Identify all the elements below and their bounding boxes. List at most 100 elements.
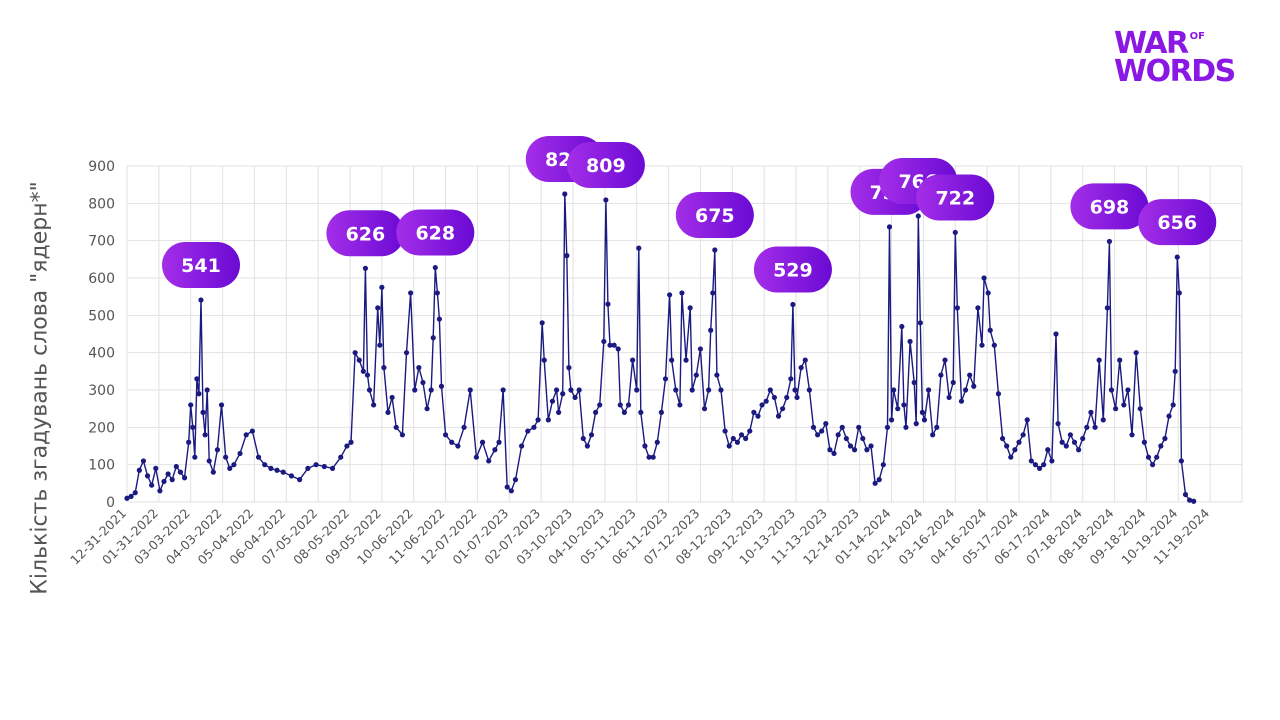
data-point (611, 342, 617, 348)
data-point (377, 342, 383, 348)
data-point (305, 465, 311, 471)
data-point (432, 264, 438, 271)
data-point (364, 372, 371, 378)
data-point (313, 462, 319, 468)
data-point (625, 402, 632, 408)
data-point (642, 443, 648, 449)
data-point (771, 394, 778, 401)
data-point (718, 387, 724, 393)
data-point (280, 469, 286, 475)
data-point (1024, 417, 1030, 423)
data-point (206, 458, 212, 464)
data-point (798, 365, 804, 371)
data-point (436, 316, 443, 322)
data-point (1141, 439, 1147, 445)
data-point (995, 391, 1002, 397)
data-point (430, 335, 436, 341)
data-point (508, 488, 514, 494)
peak-bubble (326, 210, 405, 257)
data-point (726, 443, 732, 449)
data-point (1133, 350, 1139, 356)
peak-bubble (916, 174, 995, 221)
peak-labels: 541626628825809675529737766722698656 (161, 136, 1217, 293)
data-point (356, 357, 362, 363)
data-point (950, 379, 956, 386)
data-point (200, 409, 206, 415)
peak-bubble (753, 246, 832, 293)
data-point (556, 409, 562, 415)
data-point (810, 424, 817, 430)
data-point (946, 394, 952, 401)
data-point (473, 454, 480, 460)
data-point (553, 387, 560, 393)
data-point (884, 424, 891, 430)
data-point (424, 406, 430, 412)
data-point (597, 402, 603, 408)
data-point (767, 387, 773, 393)
data-point (562, 191, 568, 197)
data-point (412, 387, 418, 393)
data-point (987, 327, 993, 333)
data-point (967, 372, 973, 378)
data-point (461, 424, 467, 430)
data-point (1121, 402, 1127, 408)
data-point (1178, 458, 1184, 464)
data-point (403, 350, 410, 356)
data-point (1158, 443, 1164, 449)
data-point (958, 398, 965, 404)
data-point (124, 495, 130, 501)
data-point (1076, 447, 1082, 453)
data-point (1186, 497, 1193, 503)
data-point (568, 387, 574, 393)
data-point (196, 391, 202, 397)
data-point (362, 265, 369, 271)
data-point (666, 292, 673, 298)
data-point (662, 376, 669, 382)
data-point (784, 394, 790, 401)
data-point (535, 417, 541, 423)
data-point (584, 443, 590, 449)
data-point (1104, 305, 1110, 311)
data-point (1092, 424, 1098, 430)
peak-bubble (1138, 199, 1217, 246)
data-point (128, 493, 134, 499)
series-group (124, 191, 1197, 504)
data-point (399, 432, 406, 438)
data-point (925, 387, 932, 393)
data-point (496, 439, 502, 445)
data-point (492, 447, 498, 453)
data-point (712, 247, 718, 253)
peak-label: 809 (586, 155, 626, 177)
data-point (500, 387, 506, 393)
data-point (679, 290, 685, 296)
data-point (1170, 402, 1176, 408)
data-point (903, 424, 909, 430)
data-point (1049, 458, 1055, 464)
data-point (549, 398, 556, 404)
data-point (708, 327, 714, 333)
data-point (181, 475, 188, 481)
data-point (938, 372, 944, 378)
data-point (541, 357, 547, 363)
data-point (788, 376, 794, 382)
data-point (738, 432, 745, 438)
data-point (442, 432, 449, 438)
data-point (576, 387, 582, 393)
data-point (136, 467, 142, 473)
peak-label: 698 (1090, 196, 1130, 218)
data-point (385, 409, 391, 415)
y-tick-label: 500 (88, 308, 115, 324)
data-point (588, 432, 595, 438)
data-point (393, 424, 399, 430)
data-point (210, 469, 216, 475)
data-point (975, 305, 981, 311)
data-point (449, 439, 455, 445)
data-point (366, 387, 373, 393)
data-point (981, 275, 987, 281)
data-point (915, 213, 921, 219)
data-point (262, 462, 268, 468)
data-point (775, 413, 782, 419)
data-point (921, 417, 928, 423)
data-point (371, 402, 377, 408)
data-point (814, 432, 821, 438)
